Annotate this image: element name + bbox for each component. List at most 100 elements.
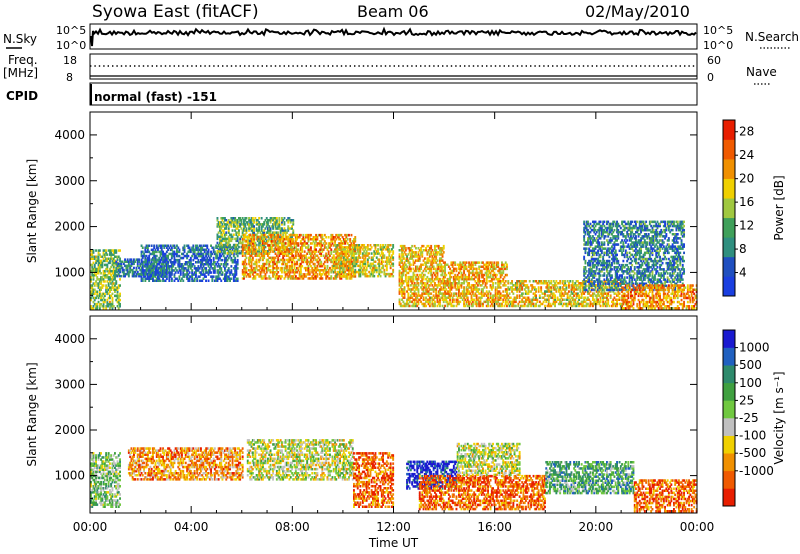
data-cell [430, 282, 433, 285]
data-cell [289, 233, 292, 237]
data-cell [240, 223, 243, 226]
data-cell [202, 256, 205, 260]
data-cell [375, 270, 378, 274]
data-cell [100, 276, 102, 279]
data-cell [264, 236, 267, 239]
data-cell [458, 280, 460, 283]
data-cell [163, 258, 166, 262]
data-cell [150, 263, 153, 266]
data-cell [380, 250, 383, 253]
data-cell [474, 302, 477, 306]
data-cell [353, 258, 355, 262]
data-cell [184, 261, 187, 264]
data-cell [291, 238, 293, 241]
data-cell [173, 258, 176, 262]
data-cell [272, 258, 274, 262]
data-cell [421, 275, 424, 279]
data-cell [101, 286, 104, 289]
data-cell [442, 261, 445, 264]
data-cell [216, 265, 219, 268]
data-cell [401, 271, 403, 275]
data-cell [466, 284, 469, 287]
data-cell [399, 249, 402, 252]
data-cell [195, 273, 197, 276]
data-cell [501, 263, 503, 266]
data-cell [341, 262, 344, 266]
data-cell [288, 260, 291, 264]
data-cell [182, 269, 185, 272]
data-cell [105, 257, 108, 260]
data-cell [345, 240, 348, 243]
data-cell [358, 256, 360, 259]
data-cell [192, 252, 195, 256]
data-cell [174, 252, 177, 256]
data-cell [246, 252, 249, 255]
data-cell [164, 275, 167, 278]
data-cell [426, 261, 429, 264]
data-cell [487, 298, 489, 301]
data-cell [517, 304, 520, 308]
data-cell [455, 282, 458, 285]
data-cell [153, 260, 156, 263]
data-cell [423, 292, 426, 295]
data-cell [392, 270, 395, 274]
data-cell [320, 275, 323, 278]
data-cell [105, 267, 108, 271]
data-cell [145, 250, 148, 254]
data-cell [255, 236, 258, 239]
data-cell [537, 288, 540, 291]
data-cell [497, 265, 500, 268]
data-cell [406, 302, 408, 306]
data-cell [440, 253, 443, 256]
data-cell [227, 267, 230, 270]
data-cell [250, 247, 253, 251]
data-cell [109, 269, 111, 273]
data-cell [378, 266, 381, 270]
data-cell [375, 250, 378, 253]
data-cell [102, 296, 105, 300]
data-cell [359, 274, 362, 278]
data-cell [540, 280, 543, 283]
data-cell [255, 264, 258, 268]
data-cell [203, 258, 206, 262]
data-cell [363, 258, 366, 261]
data-cell [119, 270, 121, 274]
data-cell [334, 262, 336, 266]
data-cell [528, 280, 531, 283]
data-cell [432, 257, 435, 260]
data-cell [416, 280, 419, 283]
data-cell [102, 269, 105, 273]
data-cell [342, 262, 345, 266]
data-cell [535, 290, 537, 293]
data-cell [466, 290, 469, 293]
data-cell [470, 302, 473, 306]
data-cell [479, 284, 482, 287]
data-cell [153, 256, 156, 260]
data-cell [269, 231, 272, 234]
data-cell [431, 265, 434, 268]
data-cell [471, 290, 474, 293]
data-cell [255, 266, 258, 270]
data-cell [265, 258, 268, 262]
data-cell [211, 246, 214, 249]
data-cell [337, 256, 340, 259]
data-cell [342, 258, 345, 261]
data-cell [329, 254, 331, 257]
data-cell [408, 304, 411, 308]
data-cell [464, 265, 467, 268]
data-cell [112, 276, 115, 279]
data-cell [348, 273, 350, 276]
data-cell [96, 259, 99, 263]
data-cell [425, 296, 427, 299]
data-cell [258, 237, 261, 241]
data-cell [465, 296, 468, 299]
data-cell [498, 277, 501, 281]
data-cell [299, 252, 302, 255]
data-cell [465, 267, 468, 271]
nsky-label: N.Sky [3, 32, 37, 46]
data-cell [253, 252, 255, 255]
data-cell [288, 271, 291, 274]
data-cell [201, 254, 204, 258]
data-cell [141, 254, 144, 258]
data-cell [192, 263, 195, 266]
